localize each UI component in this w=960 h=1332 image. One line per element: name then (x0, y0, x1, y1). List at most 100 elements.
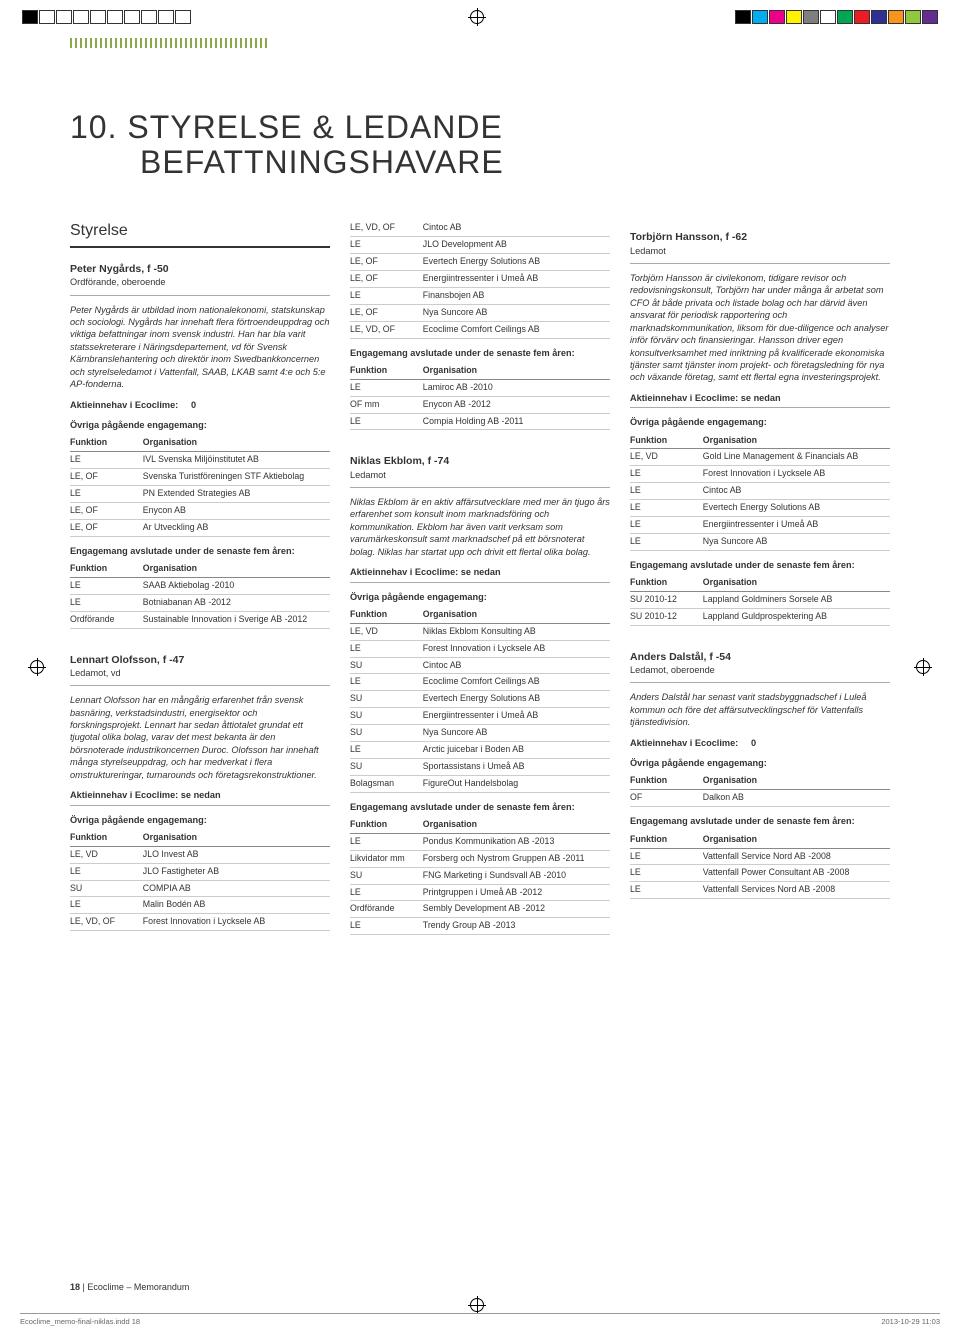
lennart-ovriga-table: FunktionOrganisationLE, VDJLO Invest ABL… (70, 830, 330, 931)
niklas-avsl-table: FunktionOrganisationLEPondus Kommunikati… (350, 817, 610, 935)
th: Organisation (143, 435, 330, 451)
person-peter-name: Peter Nygårds, f -50 (70, 262, 330, 276)
table-row: SUSportassistans i Umeå AB (350, 758, 610, 775)
th: Organisation (143, 830, 330, 846)
indesign-file: Ecoclime_memo-final-niklas.indd 18 (20, 1317, 140, 1326)
table-row: LE, OFEnergiintressenter i Umeå AB (350, 271, 610, 288)
table-row: LE, OFSvenska Turistföreningen STF Aktie… (70, 469, 330, 486)
table-row: LE, VDGold Line Management & Financials … (630, 449, 890, 466)
table-row: SUNya Suncore AB (350, 725, 610, 742)
person-lennart-bio: Lennart Olofsson har en mångårig erfaren… (70, 694, 330, 781)
person-peter-role: Ordförande, oberoende (70, 276, 330, 295)
right-color-squares (735, 10, 938, 24)
th: Organisation (703, 832, 890, 848)
person-torbjorn-bio: Torbjörn Hansson är civilekonom, tidigar… (630, 272, 890, 384)
page-footer: 18 | Ecoclime – Memorandum (70, 1282, 189, 1292)
table-row: LE, VD, OFCintoc AB (350, 220, 610, 236)
table-row: SUFNG Marketing i Sundsvall AB -2010 (350, 867, 610, 884)
print-registration-bar (0, 8, 960, 26)
table-row: LE, OFEnycon AB (70, 502, 330, 519)
peter-avsl-h: Engagemang avslutade under de senaste fe… (70, 545, 330, 557)
left-color-squares (22, 10, 191, 24)
table-row: LEJLO Development AB (350, 237, 610, 254)
th: Funktion (70, 561, 143, 577)
anders-ovriga-table: FunktionOrganisationOFDalkon AB (630, 773, 890, 807)
niklas-ovriga-h: Övriga pågående engagemang: (350, 591, 610, 603)
peter-aktie-val: 0 (191, 400, 196, 410)
th: Organisation (703, 575, 890, 591)
table-row: SUEnergiintressenter i Umeå AB (350, 708, 610, 725)
table-row: LELamiroc AB -2010 (350, 379, 610, 396)
table-row: LE, OFAr Utveckling AB (70, 519, 330, 536)
th: Organisation (423, 607, 610, 623)
lennart-ovriga-h: Övriga pågående engagemang: (70, 814, 330, 826)
title-line-1: 10. STYRELSE & LEDANDE (70, 109, 503, 145)
peter-avsl-table: FunktionOrganisationLESAAB Aktiebolag -2… (70, 561, 330, 629)
table-row: LECintoc AB (630, 483, 890, 500)
person-lennart-name: Lennart Olofsson, f -47 (70, 653, 330, 667)
section-heading-styrelse: Styrelse (70, 220, 330, 248)
table-row: LEVattenfall Power Consultant AB -2008 (630, 865, 890, 882)
person-anders-role: Ledamot, oberoende (630, 664, 890, 683)
person-niklas-bio: Niklas Ekblom är en aktiv affärsutveckla… (350, 496, 610, 558)
table-row: LECompia Holding AB -2011 (350, 413, 610, 430)
person-anders-bio: Anders Dalstål har senast varit stadsbyg… (630, 691, 890, 728)
th: Funktion (350, 607, 423, 623)
person-anders-name: Anders Dalstål, f -54 (630, 650, 890, 664)
table-row: LEForest Innovation i Lycksele AB (350, 640, 610, 657)
table-row: LEEcoclime Comfort Ceilings AB (350, 674, 610, 691)
page-title: 10. STYRELSE & LEDANDE BEFATTNINGSHAVARE (70, 110, 890, 180)
table-row: LEVattenfall Service Nord AB -2008 (630, 848, 890, 865)
column-2: LE, VD, OFCintoc ABLEJLO Development ABL… (350, 220, 610, 935)
peter-aktie: Aktieinnehav i Ecoclime: 0 (70, 399, 330, 411)
niklas-ovriga-table: FunktionOrganisationLE, VDNiklas Ekblom … (350, 607, 610, 793)
table-row: SUCOMPIA AB (70, 880, 330, 897)
table-row: LEPondus Kommunikation AB -2013 (350, 833, 610, 850)
th: Funktion (350, 363, 423, 379)
torbjorn-avsl-h: Engagemang avslutade under de senaste fe… (630, 559, 890, 571)
page-content: 10. STYRELSE & LEDANDE BEFATTNINGSHAVARE… (70, 110, 890, 935)
torbjorn-ovriga-h: Övriga pågående engagemang: (630, 416, 890, 428)
th: Funktion (350, 817, 423, 833)
table-row: LETrendy Group AB -2013 (350, 918, 610, 935)
table-row: SU 2010-12Lappland Guldprospektering AB (630, 608, 890, 625)
table-row: BolagsmanFigureOut Handelsbolag (350, 775, 610, 792)
title-line-2: BEFATTNINGSHAVARE (70, 145, 890, 180)
registration-mark-left-icon (30, 660, 44, 674)
niklas-aktie: Aktieinnehav i Ecoclime: se nedan (350, 566, 610, 582)
th: Funktion (630, 832, 703, 848)
th: Organisation (423, 817, 610, 833)
peter-ovriga-table: FunktionOrganisationLEIVL Svenska Miljöi… (70, 435, 330, 536)
table-row: OrdförandeSustainable Innovation i Sveri… (70, 611, 330, 628)
indesign-date: 2013-10-29 11:03 (881, 1317, 940, 1326)
anders-aktie-val: 0 (751, 738, 756, 748)
table-row: OrdförandeSembly Development AB -2012 (350, 901, 610, 918)
anders-ovriga-h: Övriga pågående engagemang: (630, 757, 890, 769)
table-row: LEPrintgruppen i Umeå AB -2012 (350, 884, 610, 901)
lennart-ovriga2-table: LE, VD, OFCintoc ABLEJLO Development ABL… (350, 220, 610, 338)
registration-mark-bottom-icon (470, 1298, 484, 1312)
th: Organisation (143, 561, 330, 577)
th: Funktion (630, 575, 703, 591)
th: Funktion (630, 433, 703, 449)
table-row: LEArctic juicebar i Boden AB (350, 741, 610, 758)
th: Organisation (703, 773, 890, 789)
person-torbjorn-name: Torbjörn Hansson, f -62 (630, 230, 890, 244)
table-row: OF mmEnycon AB -2012 (350, 396, 610, 413)
torbjorn-aktie: Aktieinnehav i Ecoclime: se nedan (630, 392, 890, 408)
green-stripe-decor (70, 38, 270, 48)
footer-doc: Ecoclime – Memorandum (87, 1282, 189, 1292)
table-row: LEEvertech Energy Solutions AB (630, 500, 890, 517)
person-torbjorn-role: Ledamot (630, 245, 890, 264)
table-row: LE, VDNiklas Ekblom Konsulting AB (350, 623, 610, 640)
person-lennart-role: Ledamot, vd (70, 667, 330, 686)
person-peter-bio: Peter Nygårds är utbildad inom nationale… (70, 304, 330, 391)
table-row: LE, VD, OFEcoclime Comfort Ceilings AB (350, 321, 610, 338)
table-row: LEPN Extended Strategies AB (70, 485, 330, 502)
table-row: LE, VD, OFForest Innovation i Lycksele A… (70, 914, 330, 931)
table-row: SUEvertech Energy Solutions AB (350, 691, 610, 708)
table-row: LE, VDJLO Invest AB (70, 846, 330, 863)
table-row: LEEnergiintressenter i Umeå AB (630, 516, 890, 533)
table-row: LE, OFEvertech Energy Solutions AB (350, 254, 610, 271)
column-1: Styrelse Peter Nygårds, f -50 Ordförande… (70, 220, 330, 935)
